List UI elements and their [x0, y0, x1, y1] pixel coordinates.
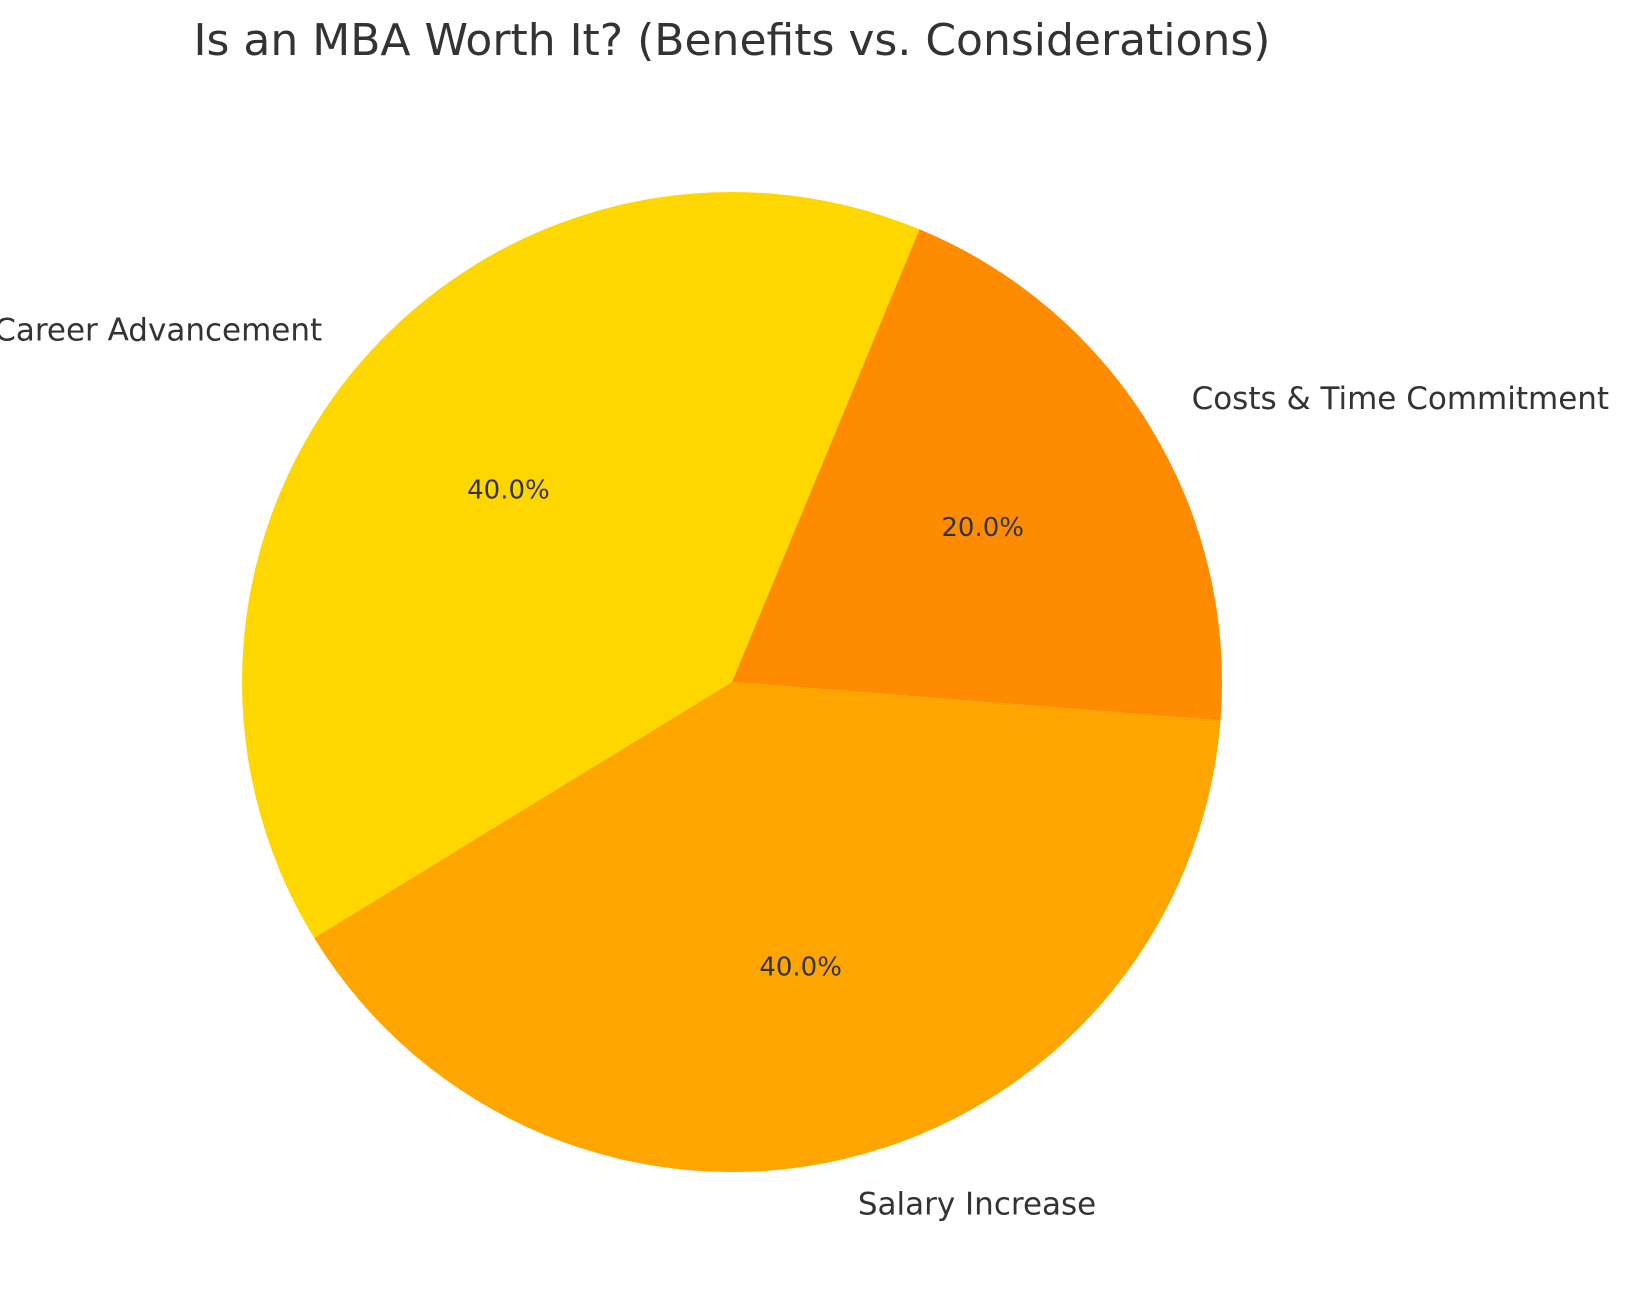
- percent-label-career-advancement: 40.0%: [467, 476, 550, 506]
- percent-label-salary-increase: 40.0%: [759, 952, 842, 982]
- chart-title: Is an MBA Worth It? (Benefits vs. Consid…: [194, 15, 1271, 66]
- slice-label-costs-time-commitment: Costs & Time Commitment: [1192, 381, 1610, 417]
- pie-slice-costs-time-commitment: [732, 229, 1222, 721]
- slice-label-career-advancement: Career Advancement: [0, 312, 322, 348]
- pie-slices: [242, 192, 1222, 1173]
- slice-label-salary-increase: Salary Increase: [858, 1187, 1096, 1223]
- pie-slice-salary-increase: [314, 682, 1221, 1173]
- percent-label-costs-time-commitment: 20.0%: [941, 513, 1024, 543]
- pie-labels: Career Advancement 40.0% Salary Increase 40…: [0, 312, 1609, 1222]
- pie-slice-career-advancement: [242, 192, 920, 939]
